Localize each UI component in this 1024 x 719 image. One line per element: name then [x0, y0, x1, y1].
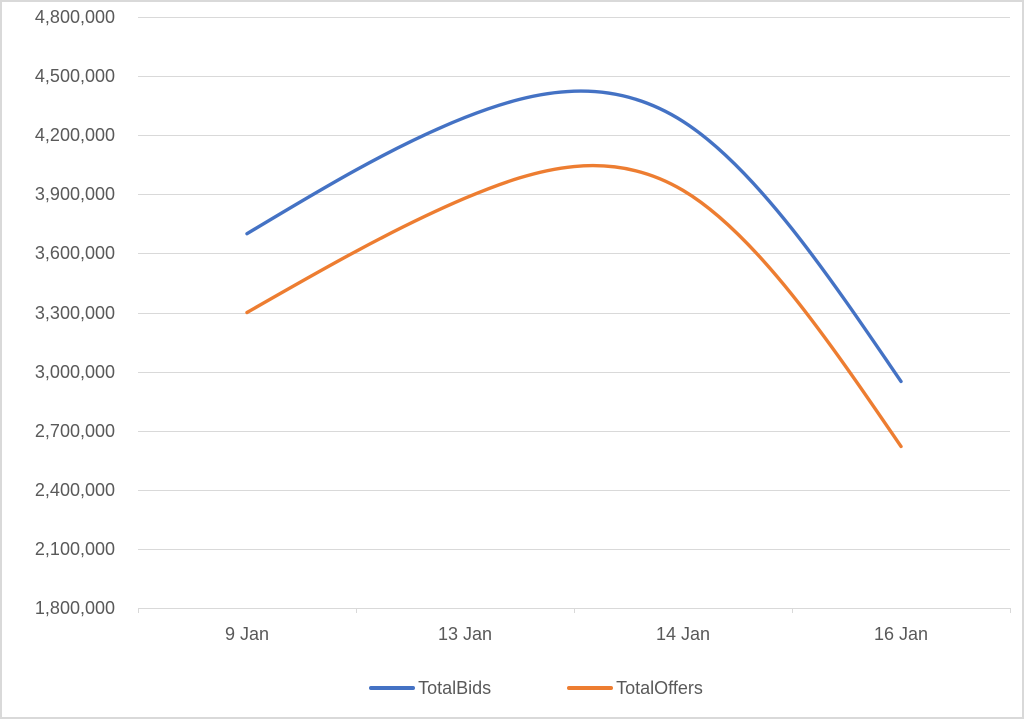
x-tick-label: 9 Jan [224, 624, 270, 644]
y-tick-label: 2,700,000 [34, 420, 115, 441]
series-line-totalbids [245, 89, 903, 384]
legend-swatch-totaloffers [567, 686, 614, 690]
y-tick-label: 1,800,000 [34, 598, 115, 618]
legend-label-totaloffers: TotalOffers [616, 678, 703, 698]
y-tick-label: 4,800,000 [34, 7, 115, 27]
y-tick-label: 3,300,000 [34, 302, 115, 323]
y-tick-label: 4,200,000 [34, 125, 115, 146]
legend-label-totalbids: TotalBids [418, 678, 492, 698]
x-tick-label: 16 Jan [873, 624, 929, 644]
y-tick-label: 3,600,000 [34, 243, 115, 264]
x-tick-label: 13 Jan [437, 624, 493, 644]
series-line-totaloffers [245, 163, 903, 449]
y-tick-label: 3,900,000 [34, 184, 115, 205]
y-tick-label: 2,400,000 [34, 479, 115, 500]
legend-item-totalbids: TotalBids [369, 676, 491, 700]
y-tick-label: 2,100,000 [34, 538, 115, 559]
y-tick-label: 3,000,000 [34, 361, 115, 382]
x-tick-label: 14 Jan [655, 624, 711, 644]
legend-item-totaloffers: TotalOffers [567, 676, 703, 700]
legend: TotalBids TotalOffers [24, 676, 1024, 700]
legend-swatch-totalbids [369, 686, 416, 690]
y-tick-label: 4,500,000 [34, 66, 115, 87]
